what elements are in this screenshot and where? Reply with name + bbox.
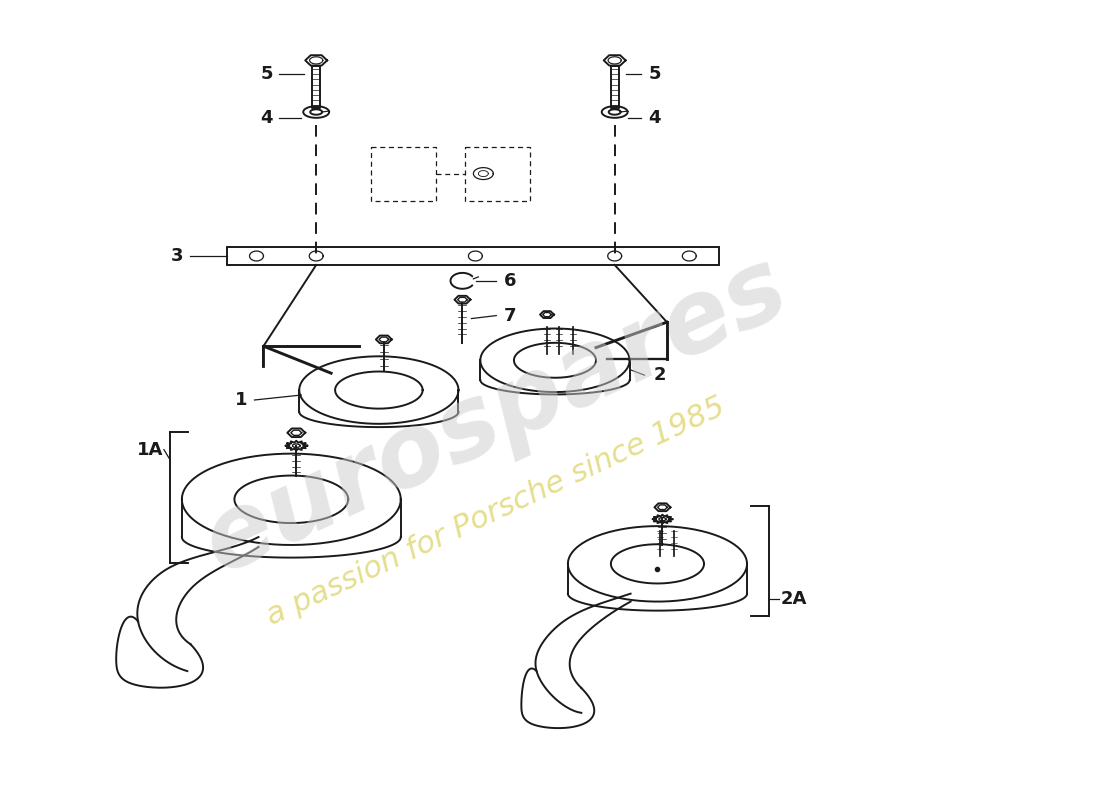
- FancyBboxPatch shape: [227, 247, 719, 265]
- Text: 4: 4: [648, 109, 661, 127]
- Text: 5: 5: [261, 66, 273, 83]
- Text: 2A: 2A: [781, 590, 807, 608]
- Text: 4: 4: [261, 109, 273, 127]
- Text: 7: 7: [504, 306, 517, 325]
- Text: 3: 3: [170, 247, 183, 265]
- Text: eurospares: eurospares: [188, 238, 803, 594]
- Text: 1: 1: [235, 391, 248, 409]
- Text: a passion for Porsche since 1985: a passion for Porsche since 1985: [262, 392, 729, 630]
- Text: 6: 6: [504, 272, 517, 290]
- Text: 2: 2: [653, 366, 666, 384]
- Text: 1A: 1A: [136, 441, 163, 458]
- Text: 5: 5: [648, 66, 661, 83]
